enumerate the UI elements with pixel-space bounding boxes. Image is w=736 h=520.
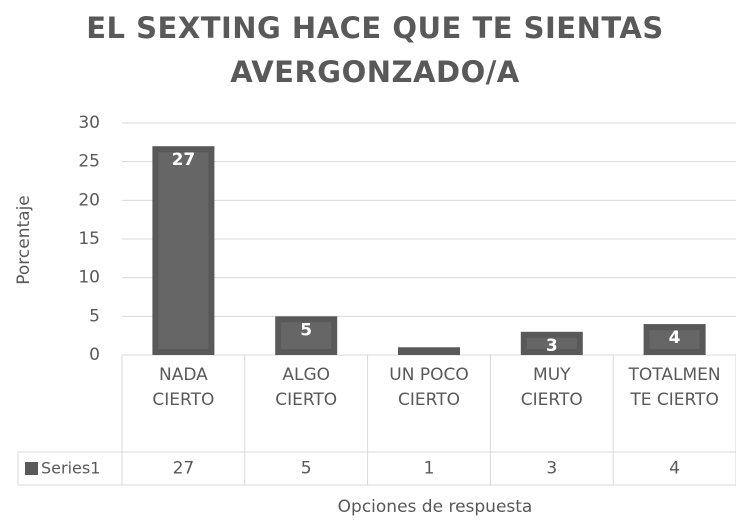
y-tick-label: 25 <box>78 152 100 172</box>
bar <box>398 347 460 355</box>
x-tick-label: MUY CIERTO <box>520 365 583 410</box>
y-tick-label: 15 <box>78 229 100 249</box>
y-tick-label: 30 <box>78 113 100 133</box>
bar-highlight <box>649 330 700 349</box>
x-tick-label: TOTALMENTE CIERTO <box>628 365 721 410</box>
x-axis-title: Opciones de respuesta <box>338 497 533 517</box>
data-label: 4 <box>669 328 681 348</box>
y-tick-label: 10 <box>78 268 100 288</box>
legend-label: Series1 <box>41 459 100 478</box>
table-value: 5 <box>301 459 312 479</box>
x-tick-label: NADA CIERTO <box>152 365 215 410</box>
table-value: 27 <box>173 459 195 479</box>
table-value: 3 <box>546 459 557 479</box>
legend-key <box>25 462 38 475</box>
data-label: 27 <box>172 150 196 170</box>
data-label: 5 <box>300 320 312 340</box>
table-value: 1 <box>424 459 435 479</box>
bar-highlight <box>281 322 332 349</box>
bar-highlight <box>526 337 577 349</box>
table-value: 4 <box>669 459 680 479</box>
data-label: 3 <box>546 336 558 356</box>
x-tick-label: ALGO CIERTO <box>275 365 338 410</box>
x-tick-label: UN POCO CIERTO <box>389 365 469 410</box>
y-tick-label: 20 <box>78 190 100 210</box>
y-axis-title: Porcentaje <box>14 195 34 285</box>
y-tick-label: 5 <box>89 306 100 326</box>
y-tick-label: 0 <box>89 345 100 365</box>
chart-title: EL SEXTING HACE QUE TE SIENTAS AVERGONZA… <box>86 11 664 89</box>
bar-highlight <box>158 152 209 349</box>
